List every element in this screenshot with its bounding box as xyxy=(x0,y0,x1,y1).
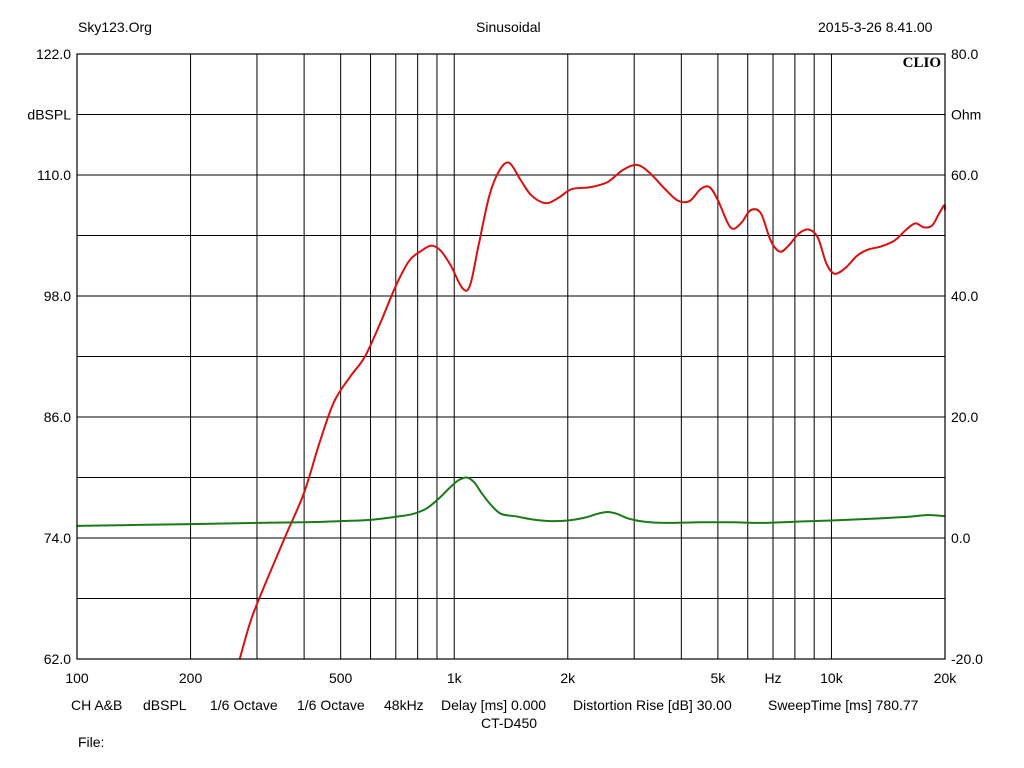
spl-curve xyxy=(238,161,946,660)
footer-delay: Delay [ms] 0.000 xyxy=(441,697,547,713)
plot-frame xyxy=(76,53,946,660)
footer-sweep-time: SweepTime [ms] 780.77 xyxy=(768,697,919,713)
plot-series xyxy=(76,161,946,660)
footer-file: File: xyxy=(78,734,105,750)
y-right-tick-label: 20.0 xyxy=(951,409,978,425)
x-tick-label: 20k xyxy=(934,670,958,686)
y-right-tick-label: 40.0 xyxy=(951,288,978,304)
y-left-tick-label: 122.0 xyxy=(36,46,71,62)
y-left-tick-label: 98.0 xyxy=(44,288,71,304)
y-left-tick-label: 86.0 xyxy=(44,409,71,425)
footer-distortion: Distortion Rise [dB] 30.00 xyxy=(573,697,732,713)
x-tick-label: 2k xyxy=(560,670,576,686)
x-tick-label: 500 xyxy=(329,670,353,686)
footer-channel: CH A&B xyxy=(71,697,123,713)
header-timestamp: 2015-3-26 8.41.00 xyxy=(818,19,933,35)
x-tick-label: 5k xyxy=(710,670,726,686)
y-left-tick-label: 110.0 xyxy=(37,167,71,183)
x-tick-label: 1k xyxy=(447,670,463,686)
x-tick-label: 10k xyxy=(820,670,844,686)
header-title: Sinusoidal xyxy=(476,19,541,35)
x-tick-label: 100 xyxy=(65,670,89,686)
y-right-tick-label: 80.0 xyxy=(951,46,978,62)
impedance-curve xyxy=(76,476,946,527)
y-right-tick-label: 0.0 xyxy=(951,530,971,546)
footer-unit: dBSPL xyxy=(143,697,187,713)
axis-labels: 100 200 500 1k 2k 5k Hz 10k 20k 122.0 110.0 98.0 86.… xyxy=(27,46,983,686)
footer-sample-rate: 48kHz xyxy=(384,697,424,713)
footer-model: CT-D450 xyxy=(481,715,538,731)
y-right-tick-label: 60.0 xyxy=(951,167,978,183)
footer-smoothing-2: 1/6 Octave xyxy=(297,697,365,713)
y-right-axis-label: Ohm xyxy=(951,107,981,123)
x-tick-label: Hz xyxy=(764,670,781,686)
header-site: Sky123.Org xyxy=(78,19,152,35)
clio-brand: CLIO xyxy=(903,55,941,71)
footer-smoothing-1: 1/6 Octave xyxy=(210,697,278,713)
y-left-tick-label: 74.0 xyxy=(44,530,71,546)
y-right-tick-label: -20.0 xyxy=(951,651,983,667)
x-tick-label: 200 xyxy=(179,670,203,686)
y-left-axis-label: dBSPL xyxy=(27,107,71,123)
plot-grid xyxy=(77,54,945,659)
y-left-tick-label: 62.0 xyxy=(44,651,71,667)
